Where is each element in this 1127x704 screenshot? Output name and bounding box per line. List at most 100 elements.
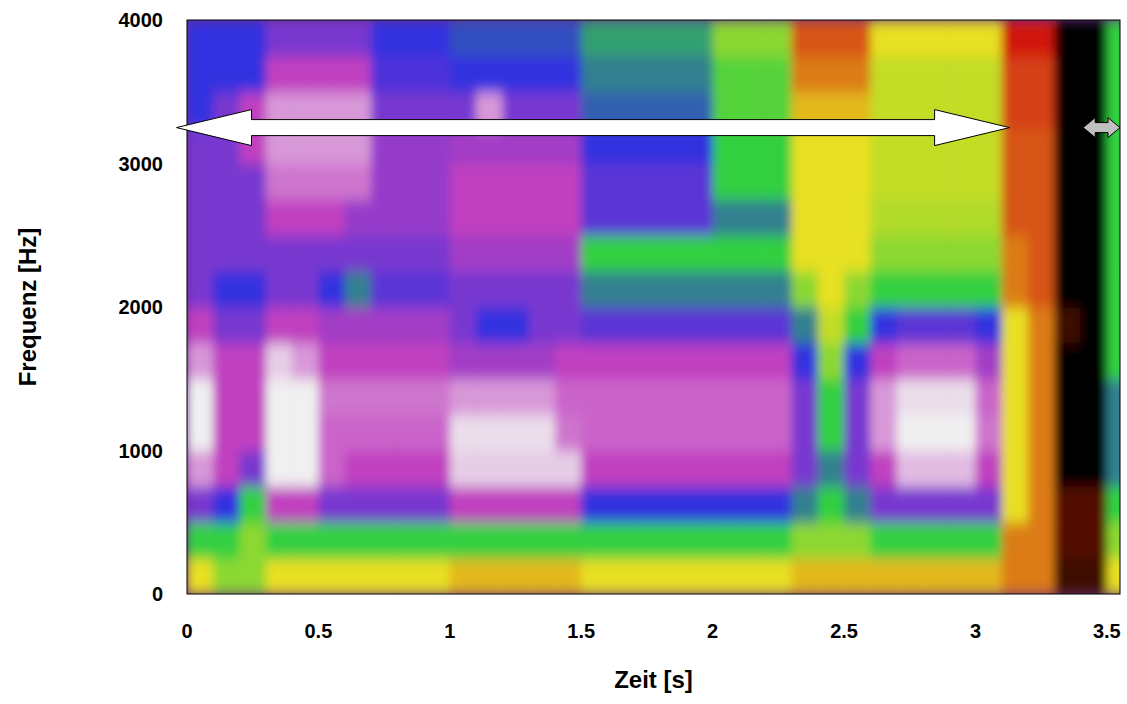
cell: [686, 271, 713, 307]
cell: [1081, 199, 1108, 235]
cell: [502, 451, 529, 487]
cell: [529, 415, 556, 451]
cell: [213, 486, 240, 522]
cell: [266, 451, 293, 487]
cell: [923, 164, 950, 200]
cell: [1002, 20, 1029, 56]
cell: [1054, 343, 1081, 379]
cell: [529, 164, 556, 200]
cell: [266, 486, 293, 522]
cell: [660, 522, 687, 558]
cell: [660, 415, 687, 451]
y-axis-title: Frequenz [Hz]: [14, 228, 41, 387]
cell: [660, 486, 687, 522]
cell: [1028, 379, 1055, 415]
cell: [818, 522, 845, 558]
cell: [240, 451, 267, 487]
cell: [240, 343, 267, 379]
cell: [844, 451, 871, 487]
cell: [791, 486, 818, 522]
cell: [870, 522, 897, 558]
cell: [686, 451, 713, 487]
cell: [581, 451, 608, 487]
cell: [450, 271, 477, 307]
cell: [608, 271, 635, 307]
cell: [949, 164, 976, 200]
cell: [345, 271, 372, 307]
cell: [975, 522, 1002, 558]
cell: [1028, 235, 1055, 271]
cell: [240, 164, 267, 200]
cell: [634, 235, 661, 271]
cell: [371, 415, 398, 451]
cell: [923, 271, 950, 307]
cell: [555, 451, 582, 487]
cell: [240, 235, 267, 271]
cell: [897, 486, 924, 522]
cell: [292, 307, 319, 343]
cell: [424, 307, 451, 343]
cell: [476, 56, 503, 92]
cell: [608, 522, 635, 558]
cell: [424, 235, 451, 271]
cell: [634, 343, 661, 379]
cell: [870, 379, 897, 415]
cell: [791, 235, 818, 271]
cell: [213, 20, 240, 56]
cell: [791, 522, 818, 558]
cell: [923, 20, 950, 56]
cell: [1081, 486, 1108, 522]
cell: [1081, 20, 1108, 56]
cell: [240, 307, 267, 343]
cell: [371, 199, 398, 235]
cell: [923, 235, 950, 271]
cell: [529, 558, 556, 594]
cell: [476, 379, 503, 415]
cell: [686, 522, 713, 558]
cell: [266, 558, 293, 594]
x-tick-label: 1.5: [567, 620, 595, 642]
cell: [292, 415, 319, 451]
cell: [318, 558, 345, 594]
cell: [397, 56, 424, 92]
cell: [1028, 486, 1055, 522]
cell: [318, 343, 345, 379]
cell: [923, 415, 950, 451]
cell: [240, 486, 267, 522]
cell: [1028, 343, 1055, 379]
cell: [1028, 415, 1055, 451]
cell: [502, 486, 529, 522]
cell: [266, 379, 293, 415]
cell: [844, 235, 871, 271]
cell: [765, 522, 792, 558]
cell: [1028, 199, 1055, 235]
cell: [502, 379, 529, 415]
cell: [187, 307, 214, 343]
cell: [397, 379, 424, 415]
cell: [1107, 486, 1120, 522]
cell: [397, 164, 424, 200]
cell: [555, 199, 582, 235]
cell: [1028, 128, 1055, 164]
cell: [975, 558, 1002, 594]
cell: [818, 164, 845, 200]
cell: [1002, 128, 1029, 164]
cell: [897, 343, 924, 379]
cell: [818, 451, 845, 487]
cell: [397, 486, 424, 522]
cell: [713, 271, 740, 307]
cell: [870, 56, 897, 92]
cell: [187, 199, 214, 235]
cell: [424, 415, 451, 451]
cell: [450, 199, 477, 235]
cell: [686, 235, 713, 271]
cell: [923, 199, 950, 235]
cell: [1054, 522, 1081, 558]
cell: [1028, 271, 1055, 307]
cell: [608, 379, 635, 415]
cell: [345, 558, 372, 594]
cell: [1002, 307, 1029, 343]
cell: [739, 56, 766, 92]
cell: [739, 522, 766, 558]
cell: [292, 486, 319, 522]
